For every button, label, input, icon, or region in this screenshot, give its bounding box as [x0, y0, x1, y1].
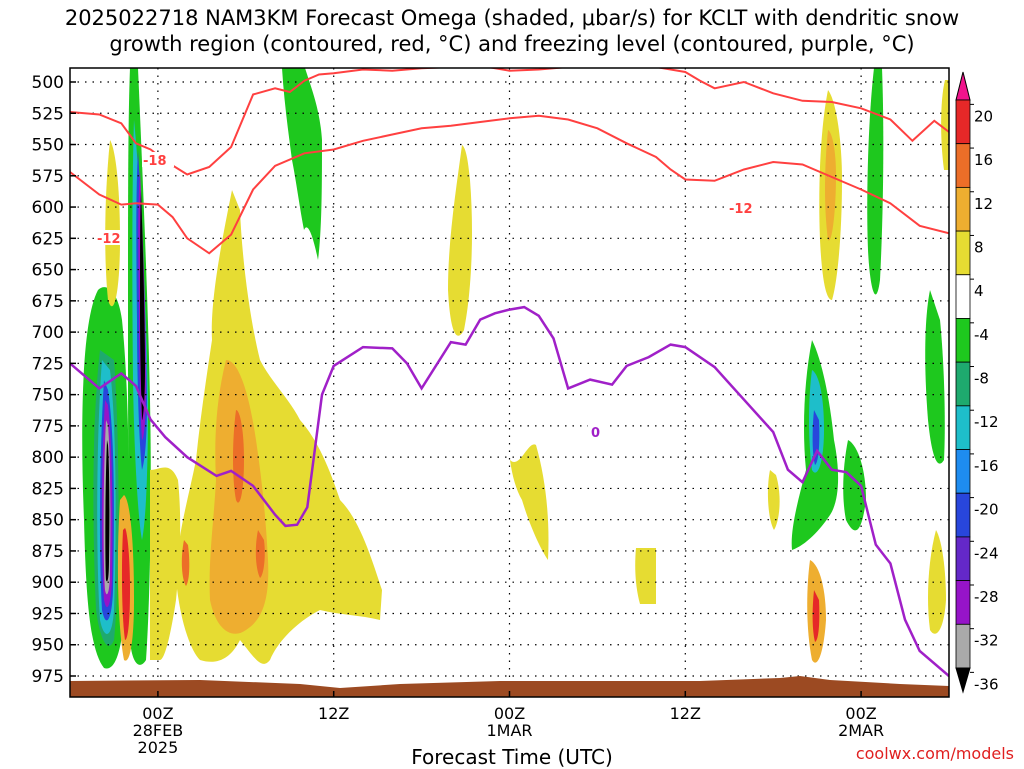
colorbar-swatch [955, 492, 971, 538]
omega-shade [105, 140, 120, 307]
omega-shade [233, 410, 244, 503]
omega-shade [825, 130, 836, 241]
contour-label-minus18: -18 [143, 154, 167, 169]
colorbar-label: 12 [974, 195, 993, 213]
colorbar-label: 20 [974, 107, 993, 125]
colorbar-swatch [955, 230, 971, 276]
y-tick-label: 900 [32, 573, 64, 593]
omega-shade [510, 444, 549, 560]
omega-shade [105, 440, 110, 582]
colorbar-label: 8 [974, 238, 984, 256]
y-tick-label: 925 [32, 604, 64, 624]
contour-label-zero: 0 [591, 426, 600, 441]
x-tick-label: 28FEB [133, 721, 184, 740]
y-tick-label: 825 [32, 479, 64, 499]
contour-label-minus12-right: -12 [729, 202, 753, 217]
y-tick-label: 800 [32, 448, 64, 468]
colorbar-swatch [955, 318, 971, 363]
y-tick-label: 850 [32, 511, 64, 531]
colorbar-label: -28 [974, 588, 999, 606]
y-axis: 500 525 550 575 600 625 650 675 700 725 750 775 800 8… [32, 73, 76, 687]
y-tick-label: 750 [32, 386, 64, 406]
y-tick-label: 675 [32, 292, 64, 312]
colorbar-arrow-top [955, 71, 971, 101]
contour-labels: -18 -12 -12 0 [96, 152, 760, 441]
y-tick-label: 775 [32, 417, 64, 437]
chart-title-line-1: 2025022718 NAM3KM Forecast Omega (shaded… [64, 6, 960, 30]
omega-shading [82, 68, 949, 669]
omega-shade [925, 290, 945, 464]
colorbar-swatch [955, 143, 971, 188]
colorbar-label: -12 [974, 413, 999, 431]
colorbar-swatch [955, 274, 971, 319]
colorbar-label: 16 [974, 151, 993, 169]
omega-shade [176, 190, 382, 664]
colorbar: 20 16 12 8 4 -4 -8 -12 -16 -20 -24 -28 -32 -36 [955, 71, 999, 694]
x-tick-label: 00Z [142, 704, 173, 723]
colorbar-swatch [955, 449, 971, 494]
x-tick-label: 12Z [318, 704, 349, 723]
freezing-level-contour [70, 305, 949, 677]
colorbar-label: -32 [974, 632, 999, 650]
contour-label-minus12-left: -12 [97, 232, 121, 247]
dgz-contour-minus12 [70, 114, 949, 255]
colorbar-swatch [955, 186, 971, 232]
omega-shade [282, 68, 322, 260]
colorbar-swatch [955, 405, 971, 450]
omega-shade [941, 80, 949, 170]
y-tick-label: 550 [32, 136, 64, 156]
x-tick-label: 2025 [138, 738, 179, 757]
x-tick-label: 12Z [670, 704, 701, 723]
y-tick-label: 975 [32, 667, 64, 687]
colorbar-swatch [955, 99, 971, 145]
y-tick-label: 650 [32, 261, 64, 281]
x-tick-label: 00Z [494, 704, 525, 723]
y-tick-label: 625 [32, 229, 64, 249]
dgz-contour-minus18 [70, 68, 949, 176]
terrain [70, 676, 949, 697]
omega-shade [255, 530, 265, 578]
omega-shade [928, 530, 946, 634]
y-tick-label: 875 [32, 542, 64, 562]
colorbar-label: -24 [974, 544, 999, 562]
colorbar-label: -8 [974, 370, 989, 388]
colorbar-swatch [955, 361, 971, 407]
omega-shade [140, 190, 145, 420]
colorbar-label: -4 [974, 326, 989, 344]
omega-shade [635, 548, 656, 604]
x-tick-label: 00Z [845, 704, 876, 723]
omega-shade [812, 590, 820, 642]
chart-title-line-2: growth region (contoured, red, °C) and f… [109, 32, 915, 56]
credit-text: coolwx.com/models [855, 744, 1014, 763]
omega-shade [843, 440, 866, 531]
y-tick-label: 600 [32, 198, 64, 218]
y-tick-label: 500 [32, 73, 64, 93]
x-tick-label: 1MAR [486, 721, 532, 740]
x-axis-label: Forecast Time (UTC) [411, 745, 613, 769]
colorbar-arrow-bottom [955, 667, 971, 694]
omega-shade [448, 145, 472, 336]
omega-shade [150, 467, 181, 660]
time-gridlines [157, 68, 862, 680]
colorbar-swatch [955, 580, 971, 625]
omega-shade [867, 68, 884, 295]
colorbar-swatch [955, 623, 971, 669]
y-tick-label: 950 [32, 636, 64, 656]
omega-shade [767, 470, 780, 530]
colorbar-label: -36 [974, 675, 999, 693]
x-tick-label: 2MAR [838, 721, 884, 740]
colorbar-swatch [955, 536, 971, 582]
colorbar-label: -16 [974, 457, 999, 475]
omega-shade [121, 528, 130, 640]
y-tick-label: 575 [32, 167, 64, 187]
y-tick-label: 525 [32, 104, 64, 124]
colorbar-label: 4 [974, 282, 984, 300]
colorbar-label: -20 [974, 501, 999, 519]
y-tick-label: 700 [32, 323, 64, 343]
y-tick-label: 725 [32, 354, 64, 374]
